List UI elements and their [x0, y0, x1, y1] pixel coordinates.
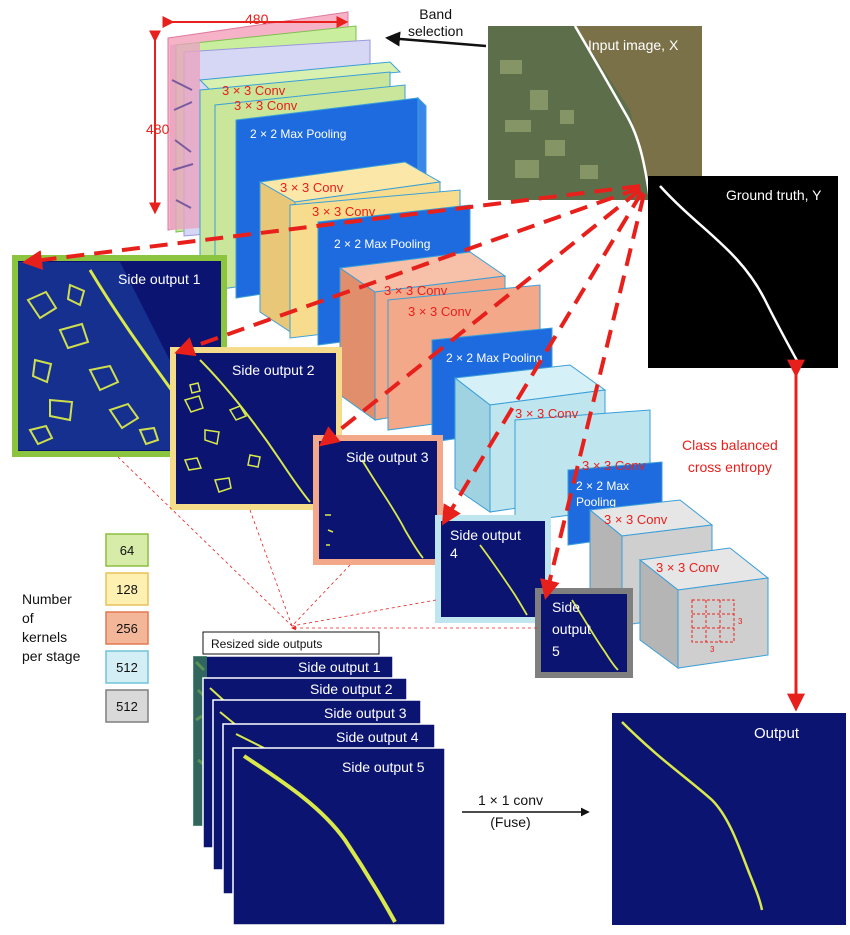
- legend-title-line-3: kernels: [22, 629, 68, 645]
- stage4-block: 3 × 3 Conv 3 × 3 Conv 2 × 2 Max Pooling: [453, 364, 663, 546]
- legend-swatch-label-3: 256: [116, 621, 138, 636]
- stage5-conv-b-label: 3 × 3 Conv: [656, 560, 720, 575]
- resized-label-2: Side output 2: [310, 681, 393, 697]
- supervision-arrows: [22, 184, 646, 600]
- output-map: [612, 713, 846, 925]
- legend-title: Number of kernels per stage: [22, 590, 80, 666]
- stage2-pool-label: 2 × 2 Max Pooling: [334, 237, 430, 251]
- loss-label-line-1: Class balanced: [682, 437, 778, 453]
- band-selection-line-2: selection: [408, 23, 464, 39]
- legend-title-line-2: of: [22, 610, 34, 626]
- side-output-4-label-1: Side output: [450, 527, 521, 543]
- side-output-4-label-2: 4: [450, 545, 458, 561]
- side-output-3-map: [313, 435, 443, 565]
- input-image-label: Input image, X: [588, 37, 679, 53]
- side-output-5-label-1: Side: [552, 599, 580, 615]
- side-output-5-map: [535, 588, 633, 678]
- band-texture-lines: [171, 79, 194, 209]
- resized-title: Resized side outputs: [211, 637, 322, 651]
- resized-layer-5: [232, 747, 446, 926]
- stage1-conv-a-label: 3 × 3 Conv: [222, 83, 286, 98]
- resized-label-5: Side output 5: [342, 759, 425, 775]
- side-output-4-map: [435, 515, 551, 623]
- loss-label: Class balanced cross entropy: [682, 434, 778, 478]
- legend-swatch-label-1: 64: [120, 543, 134, 558]
- legend-swatch-label-2: 128: [116, 582, 138, 597]
- kernel-size-mark-h: 3: [710, 645, 715, 654]
- stage2-conv-a-label: 3 × 3 Conv: [280, 180, 344, 195]
- ground-truth-image: [648, 176, 838, 368]
- kernel-legend: 64 128 256 512 512: [105, 533, 149, 723]
- legend-swatch-label-5: 512: [116, 699, 138, 714]
- legend-swatch-5: [105, 689, 149, 723]
- band-texture: [170, 42, 200, 230]
- stage1-conv-b-label: 3 × 3 Conv: [234, 98, 298, 113]
- side-output-1-label: Side output 1: [118, 271, 201, 287]
- stage3-conv-b-label: 3 × 3 Conv: [408, 304, 472, 319]
- loss-label-line-2: cross entropy: [687, 459, 772, 475]
- resized-label-1: Side output 1: [298, 659, 381, 675]
- resize-guide-lines: [117, 456, 537, 631]
- side-output-2-label: Side output 2: [232, 362, 315, 378]
- side-output-5-label-2: output: [552, 621, 591, 637]
- legend-swatch-1: [105, 533, 149, 567]
- ground-truth-label: Ground truth, Y: [726, 187, 822, 203]
- band-selection-label: Band selection: [408, 6, 463, 40]
- legend-title-line-1: Number: [22, 591, 72, 607]
- stage4-conv-a-label: 3 × 3 Conv: [515, 406, 579, 421]
- fuse-label-line-1: 1 × 1 conv: [478, 792, 543, 808]
- kernel-size-mark-v: 3: [738, 617, 743, 626]
- stage4-pool-label-1: 2 × 2 Max: [576, 479, 629, 493]
- stage1-conv-a-top: [198, 61, 402, 91]
- stage5-block: 3 × 3 Conv 3 × 3 Conv 3 3: [588, 499, 770, 669]
- stage5-conv-b-face: [677, 577, 769, 669]
- legend-swatch-label-4: 512: [116, 660, 138, 675]
- stage3-pool-label: 2 × 2 Max Pooling: [446, 351, 542, 365]
- stage4-pool-label-2: Pooling: [576, 495, 616, 509]
- input-image: [488, 25, 702, 201]
- resized-label-3: Side output 3: [324, 705, 407, 721]
- legend-swatch-3: [105, 611, 149, 645]
- stage5-conv-a-label: 3 × 3 Conv: [604, 512, 668, 527]
- fuse-label-line-2: (Fuse): [490, 814, 531, 830]
- band-selection-line-1: Band: [419, 6, 452, 22]
- resized-title-box: [202, 631, 380, 655]
- stage4-conv-b-label: 3 × 3 Conv: [582, 458, 646, 473]
- kernel-grid: [691, 599, 735, 643]
- resized-label-4: Side output 4: [336, 729, 419, 745]
- resized-stack: [192, 655, 446, 926]
- legend-title-line-4: per stage: [22, 648, 81, 664]
- output-label: Output: [754, 725, 800, 742]
- dim-height-label: 480: [146, 121, 170, 137]
- fuse-label: 1 × 1 conv (Fuse): [478, 790, 543, 832]
- side-output-5-label-3: 5: [552, 643, 560, 659]
- legend-swatch-2: [105, 572, 149, 606]
- dim-width-label: 480: [245, 11, 269, 27]
- stage2-conv-b-label: 3 × 3 Conv: [312, 204, 376, 219]
- band-selection-arrow: [385, 31, 487, 48]
- side-output-3-label: Side output 3: [346, 449, 429, 465]
- stage3-conv-a-label: 3 × 3 Conv: [384, 283, 448, 298]
- legend-swatch-4: [105, 650, 149, 684]
- stage1-pool-label: 2 × 2 Max Pooling: [250, 127, 346, 141]
